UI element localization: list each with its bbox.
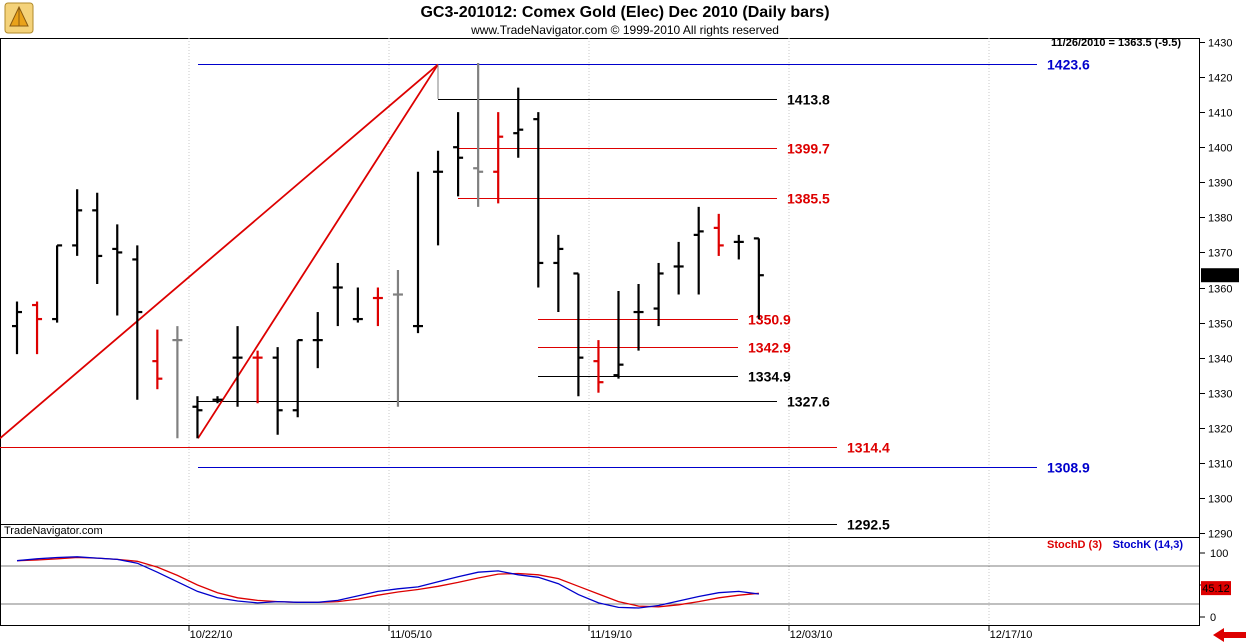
price-tick-label: 1430 <box>1208 38 1232 50</box>
ohlc-bar <box>593 340 604 393</box>
ohlc-bar <box>172 326 183 439</box>
ohlc-bar <box>733 234 744 260</box>
ohlc-bar <box>52 244 63 323</box>
price-tick-label: 1390 <box>1208 178 1232 190</box>
price-tick-label: 1290 <box>1208 529 1232 541</box>
watermark: TradeNavigator.com <box>4 525 103 537</box>
date-tick-label: 10/22/10 <box>190 629 233 641</box>
ohlc-bar <box>252 350 263 404</box>
stoch-tick-label: 0 <box>1210 612 1216 624</box>
ohlc-bar <box>433 150 444 246</box>
price-tick-label: 1370 <box>1208 248 1232 260</box>
last-price-box <box>1201 268 1239 283</box>
ohlc-bar <box>513 87 524 158</box>
ohlc-bar <box>352 287 363 323</box>
level-label: 1308.9 <box>1047 460 1090 476</box>
fan-line-long <box>0 63 439 439</box>
chart-title: GC3-201012: Comex Gold (Elec) Dec 2010 (… <box>420 4 829 21</box>
price-tick-label: 1330 <box>1208 389 1232 401</box>
ohlc-bar <box>753 237 764 320</box>
ohlc-bar <box>473 63 484 207</box>
ohlc-bar <box>92 192 103 284</box>
ohlc-bar <box>232 326 243 407</box>
ohlc-bar <box>152 329 163 390</box>
ohlc-bar <box>613 291 624 379</box>
ohlc-bar <box>653 262 664 327</box>
date-tick-label: 12/03/10 <box>790 629 833 641</box>
ohlc-bar <box>112 224 123 316</box>
date-tick-label: 11/19/10 <box>590 629 632 641</box>
chart-subtitle: www.TradeNavigator.com © 1999-2010 All r… <box>470 23 779 37</box>
price-tick-label: 1350 <box>1208 319 1232 331</box>
ohlc-bar <box>312 312 323 369</box>
stoch-k-legend: StochK (14,3) <box>1113 539 1184 551</box>
ohlc-bar <box>392 269 403 407</box>
price-tick-label: 1300 <box>1208 494 1232 506</box>
level-label: 1334.9 <box>748 369 791 385</box>
stoch-k-line <box>16 556 759 609</box>
price-tick-label: 1380 <box>1208 213 1232 225</box>
level-label: 1342.9 <box>748 340 791 356</box>
level-label: 1413.8 <box>787 92 830 108</box>
level-label: 1292.5 <box>847 517 890 533</box>
price-tick-label: 1400 <box>1208 143 1232 155</box>
level-label: 1423.6 <box>1047 57 1090 73</box>
price-panel-frame <box>0 38 1200 538</box>
ohlc-bar <box>413 171 423 334</box>
ohlc-bar <box>132 245 143 400</box>
ohlc-bar <box>713 213 724 256</box>
level-label: 1350.9 <box>748 312 791 328</box>
ohlc-bar <box>553 234 564 313</box>
ohlc-bar <box>372 287 383 327</box>
ohlc-bar <box>12 301 22 355</box>
last-price-label: 1363.5 <box>1203 270 1237 282</box>
ohlc-bar <box>693 206 704 295</box>
ohlc-bar <box>292 339 303 418</box>
date-tick-label: 11/05/10 <box>390 629 432 641</box>
ohlc-bar <box>332 262 343 327</box>
price-tick-label: 1320 <box>1208 424 1232 436</box>
price-tick-label: 1310 <box>1208 459 1232 471</box>
scroll-left-arrow-icon[interactable] <box>1210 627 1250 643</box>
level-label: 1385.5 <box>787 191 830 207</box>
ohlc-bar <box>453 112 464 197</box>
price-tick-label: 1420 <box>1208 73 1232 85</box>
ohlc-bar <box>493 112 504 204</box>
stoch-panel-frame <box>0 537 1200 626</box>
level-label: 1399.7 <box>787 141 830 157</box>
ohlc-bar <box>212 396 223 404</box>
trade-navigator-logo-icon <box>4 2 34 34</box>
stoch-d-legend: StochD (3) <box>1047 539 1102 551</box>
stoch-d-line <box>16 556 759 608</box>
ohlc-bar <box>633 283 644 351</box>
level-label: 1327.6 <box>787 394 830 410</box>
ohlc-bar <box>673 241 684 295</box>
stoch-last-box <box>1201 581 1231 596</box>
stoch-tick-label: 100 <box>1210 548 1228 560</box>
ohlc-bar <box>32 301 43 355</box>
ohlc-bar <box>192 396 203 439</box>
ohlc-bar <box>72 189 83 256</box>
ohlc-bar <box>533 112 544 288</box>
price-tick-label: 1410 <box>1208 108 1232 120</box>
last-bar-info: 11/26/2010 = 1363.5 (-9.5) <box>1051 37 1181 49</box>
date-axis-strip <box>0 626 1200 643</box>
ohlc-bar <box>272 347 283 435</box>
ohlc-bar <box>573 272 584 397</box>
price-tick-label: 1340 <box>1208 354 1232 366</box>
date-tick-label: 12/17/10 <box>990 629 1033 641</box>
price-tick-label: 1360 <box>1208 284 1232 296</box>
level-label: 1314.4 <box>847 440 890 456</box>
fan-line-short <box>197 63 439 439</box>
stoch-last-label: 45.12 <box>1202 583 1230 595</box>
